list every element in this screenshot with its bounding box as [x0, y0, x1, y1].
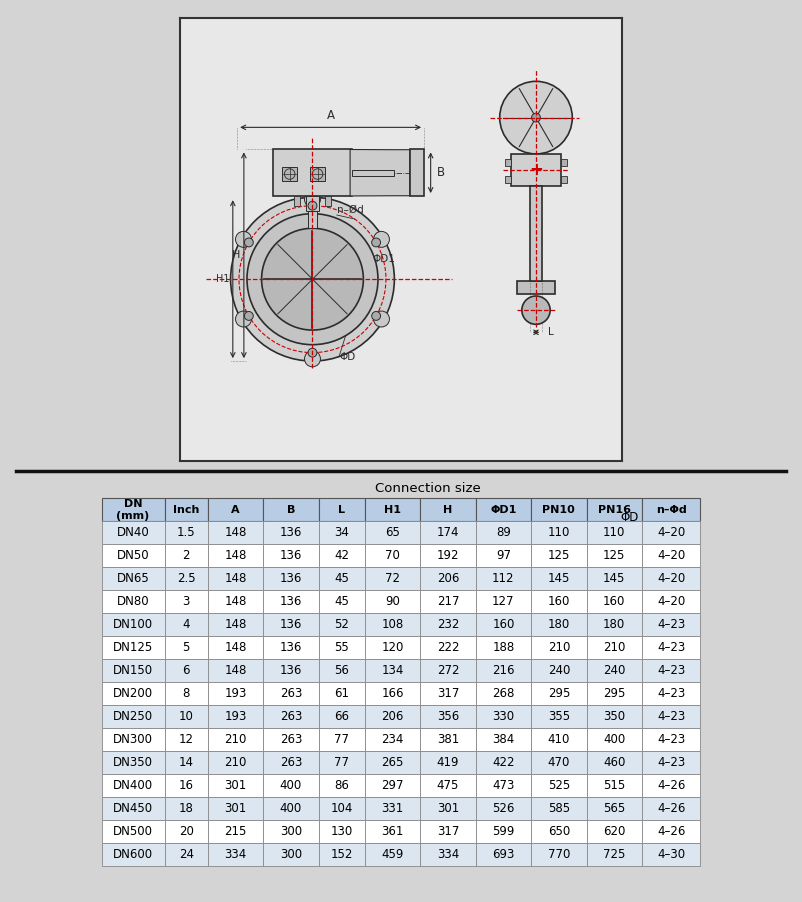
Bar	[308, 211, 317, 228]
Circle shape	[522, 296, 550, 325]
Bar	[517, 281, 555, 294]
Bar	[352, 170, 395, 176]
Circle shape	[261, 228, 363, 330]
Text: Connection size: Connection size	[375, 482, 481, 495]
Circle shape	[308, 348, 317, 357]
Bar	[294, 196, 300, 206]
Circle shape	[305, 191, 321, 207]
Bar	[410, 150, 424, 196]
Bar	[505, 176, 511, 183]
Text: ΦD: ΦD	[621, 511, 639, 524]
Bar	[273, 150, 352, 196]
Circle shape	[371, 238, 380, 247]
Text: H: H	[232, 250, 240, 261]
Circle shape	[236, 311, 252, 327]
Circle shape	[236, 232, 252, 247]
Circle shape	[374, 232, 390, 247]
Circle shape	[245, 311, 253, 320]
Text: +: +	[529, 161, 543, 179]
Circle shape	[371, 311, 380, 320]
Bar	[530, 186, 542, 281]
Text: A: A	[326, 108, 334, 122]
Circle shape	[500, 81, 573, 154]
Text: B: B	[436, 166, 444, 179]
Bar	[561, 176, 567, 183]
Circle shape	[245, 238, 253, 247]
Circle shape	[374, 311, 390, 327]
Bar	[561, 160, 567, 166]
Text: H1: H1	[217, 274, 230, 284]
Text: ΦD: ΦD	[339, 352, 355, 362]
Bar	[306, 196, 319, 211]
Circle shape	[247, 214, 378, 345]
Circle shape	[231, 198, 395, 361]
Circle shape	[308, 201, 317, 210]
Polygon shape	[350, 150, 410, 196]
Text: n–Ød: n–Ød	[337, 205, 363, 215]
Bar	[325, 196, 331, 206]
Circle shape	[305, 351, 321, 367]
Text: L: L	[549, 327, 554, 337]
Text: ΦD1: ΦD1	[372, 253, 395, 263]
Bar	[511, 154, 561, 186]
Bar	[505, 160, 511, 166]
Bar	[282, 167, 297, 181]
Bar	[310, 167, 325, 181]
Circle shape	[532, 113, 541, 122]
